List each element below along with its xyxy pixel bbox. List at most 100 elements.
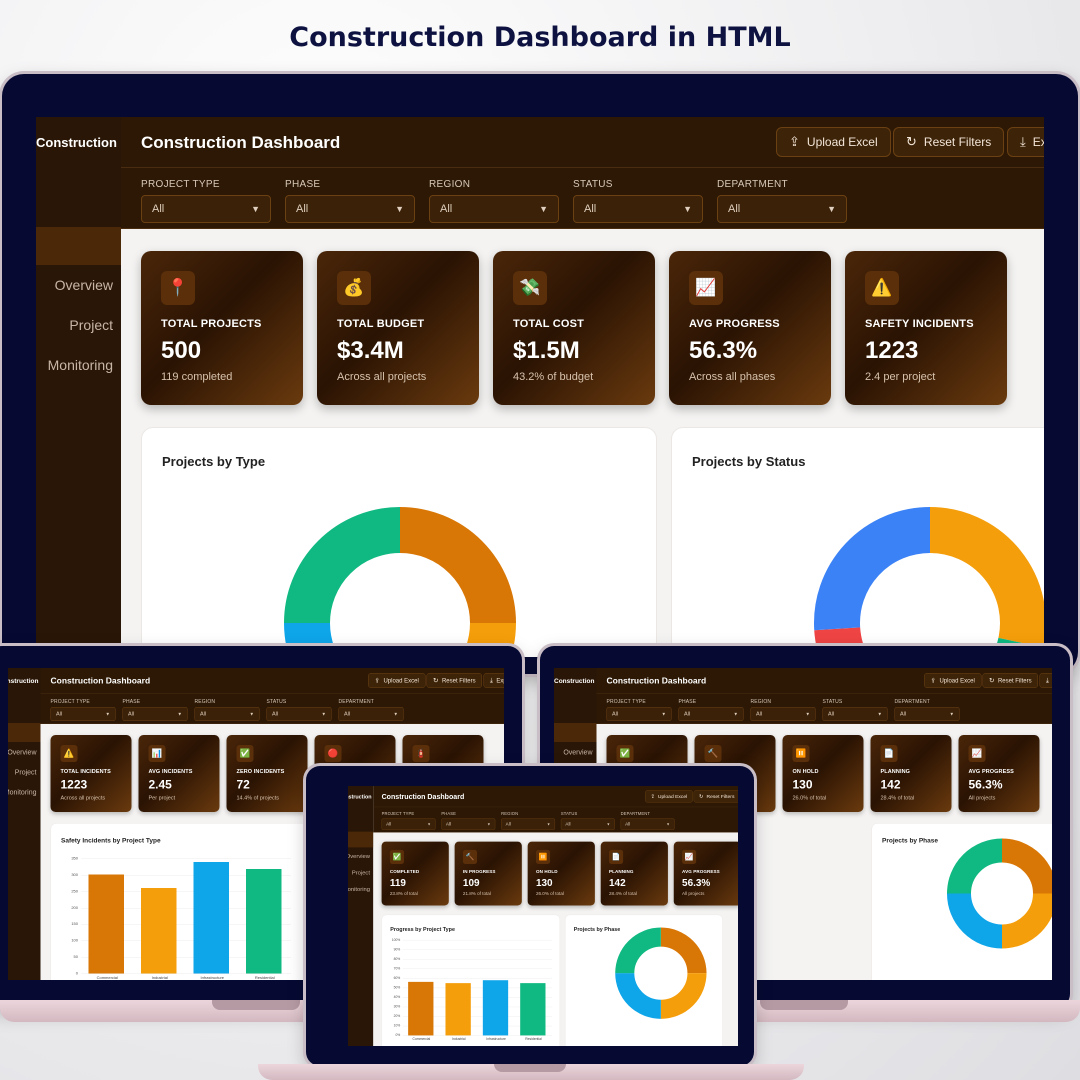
bar-commercial[interactable] <box>88 874 125 974</box>
donut-slice-infrastructure[interactable] <box>284 622 400 657</box>
donut-slice-finishing[interactable] <box>1001 838 1052 895</box>
filter-select[interactable]: All ▼ <box>606 707 672 721</box>
grid-line <box>81 924 291 925</box>
grid-line <box>81 874 291 876</box>
filter-select[interactable]: All ▼ <box>560 818 615 830</box>
filter-select[interactable]: All ▼ <box>338 707 404 721</box>
filter-region: REGION All ▼ <box>750 699 816 721</box>
sidebar-item-overview[interactable]: Overview <box>8 748 37 756</box>
sidebar-item-monitoring[interactable]: Monitoring <box>348 885 370 893</box>
kpi-subtext: 119 completed <box>161 371 233 383</box>
reset-filters-button[interactable]: ↻ Reset Filters <box>893 127 1005 157</box>
bar-residential[interactable] <box>520 982 546 1036</box>
filter-select[interactable]: All ▼ <box>266 707 332 721</box>
filter-select[interactable]: All ▼ <box>750 707 816 721</box>
chevron-down-icon: ▼ <box>427 822 431 827</box>
sidebar-item-project[interactable]: Project <box>14 768 37 776</box>
filter-select[interactable]: All ▼ <box>717 195 847 223</box>
sidebar-active-item[interactable] <box>554 723 597 742</box>
y-tick-label: 150 <box>71 921 78 927</box>
filter-value: All <box>612 711 619 717</box>
kpi-subtext: Across all projects <box>337 371 427 383</box>
filter-select[interactable]: All ▼ <box>573 195 703 223</box>
filter-select[interactable]: All ▼ <box>429 195 559 223</box>
donut-slice-design[interactable] <box>660 972 707 1019</box>
chevron-down-icon: ▼ <box>546 822 551 827</box>
sidebar-item-monitoring[interactable]: Monitoring <box>47 357 113 373</box>
kpi-label: TOTAL COST <box>513 318 585 330</box>
donut-slice-commercial[interactable] <box>399 507 516 624</box>
bar-industrial[interactable] <box>445 982 471 1036</box>
sidebar-title: Construction Dashboard <box>8 677 41 685</box>
kpi-subtext: 14.4% of projects <box>236 795 280 801</box>
sidebar-active-item[interactable] <box>348 831 374 848</box>
kpi-label: ON HOLD <box>792 768 819 775</box>
reset-filters-button-label: Reset Filters <box>441 677 476 684</box>
filter-select[interactable]: All ▼ <box>381 818 436 830</box>
chevron-down-icon: ▼ <box>539 204 548 214</box>
upload-excel-button[interactable]: ⇪ Upload Excel <box>924 673 982 688</box>
donut-slice-planning[interactable] <box>929 507 1044 648</box>
bar-industrial[interactable] <box>140 888 177 974</box>
sidebar-item-project[interactable]: Project <box>69 317 113 333</box>
chevron-down-icon: ▼ <box>606 822 611 827</box>
bar-infrastructure[interactable] <box>193 861 230 974</box>
y-tick-label: 90% <box>393 947 401 952</box>
donut-slice-design[interactable] <box>1001 892 1052 949</box>
filter-value: All <box>756 711 763 717</box>
filter-select[interactable]: All ▼ <box>894 707 960 721</box>
filter-select[interactable]: All ▼ <box>501 818 556 830</box>
filter-select[interactable]: All ▼ <box>50 707 116 721</box>
filter-select[interactable]: All ▼ <box>141 195 271 223</box>
filter-select[interactable]: All ▼ <box>620 818 675 830</box>
export-button[interactable]: ⤓Export <box>1007 127 1044 157</box>
sidebar-item-monitoring[interactable]: Monitoring <box>8 788 37 796</box>
sidebar-item-overview[interactable]: Overview <box>348 852 370 860</box>
upload-excel-button[interactable]: ⇪ Upload Excel <box>776 127 891 157</box>
kpi-label: AVG PROGRESS <box>689 318 780 330</box>
filter-label: PHASE <box>678 699 697 705</box>
filter-select[interactable]: All ▼ <box>678 707 744 721</box>
kpi-value: 2.45 <box>148 778 172 792</box>
bar-infrastructure[interactable] <box>482 980 509 1036</box>
sidebar-active-item[interactable] <box>8 723 41 742</box>
chart-up-icon: 📈 <box>968 745 986 762</box>
filter-select[interactable]: All ▼ <box>441 818 496 830</box>
sidebar-item-overview[interactable]: Overview <box>54 277 113 293</box>
donut-slice-industrial[interactable] <box>400 622 516 657</box>
export-button[interactable]: ⤓Export <box>1039 673 1052 688</box>
filter-select[interactable]: All ▼ <box>285 195 415 223</box>
bar-residential[interactable] <box>245 869 282 974</box>
reset-filters-button[interactable]: ↻ Reset Filters <box>693 790 738 803</box>
grid-line <box>81 957 291 958</box>
donut-slice-structure[interactable] <box>947 838 1003 895</box>
filter-select[interactable]: All ▼ <box>822 707 888 721</box>
donut-slice-in-progress[interactable] <box>814 626 917 657</box>
sidebar-item-project[interactable]: Project <box>351 869 370 876</box>
filter-select[interactable]: All ▼ <box>122 707 188 721</box>
upload-excel-button[interactable]: ⇪ Upload Excel <box>645 790 693 803</box>
reset-filters-button[interactable]: ↻ Reset Filters <box>982 673 1039 688</box>
chevron-down-icon: ▼ <box>661 711 666 717</box>
reset-filters-button[interactable]: ↻ Reset Filters <box>426 673 483 688</box>
filter-label: PHASE <box>441 811 457 817</box>
donut-slice-foundation[interactable] <box>947 892 1003 949</box>
export-button[interactable]: ⤓Export <box>483 673 504 688</box>
kpi-value: 56.3% <box>689 337 758 364</box>
sidebar-item-overview[interactable]: Overview <box>563 748 593 756</box>
donut-slice-residential[interactable] <box>284 507 401 624</box>
donut-slice-on-hold[interactable] <box>814 507 931 631</box>
kpi-card: ⏸️ ON HOLD 130 26.0% of total <box>527 841 595 906</box>
kpi-value: 142 <box>880 778 901 792</box>
filter-label: DEPARTMENT <box>620 811 651 817</box>
donut-slice-structure[interactable] <box>615 927 662 974</box>
donut-slice-finishing[interactable] <box>660 927 707 974</box>
kpi-value: 1223 <box>60 778 88 792</box>
upload-excel-button[interactable]: ⇪ Upload Excel <box>368 673 426 688</box>
filter-select[interactable]: All ▼ <box>194 707 260 721</box>
filter-region: REGION All ▼ <box>429 179 559 223</box>
chevron-down-icon: ▼ <box>321 711 326 717</box>
sidebar-active-item[interactable] <box>36 227 121 265</box>
bar-commercial[interactable] <box>407 981 434 1036</box>
donut-slice-foundation[interactable] <box>615 972 662 1019</box>
